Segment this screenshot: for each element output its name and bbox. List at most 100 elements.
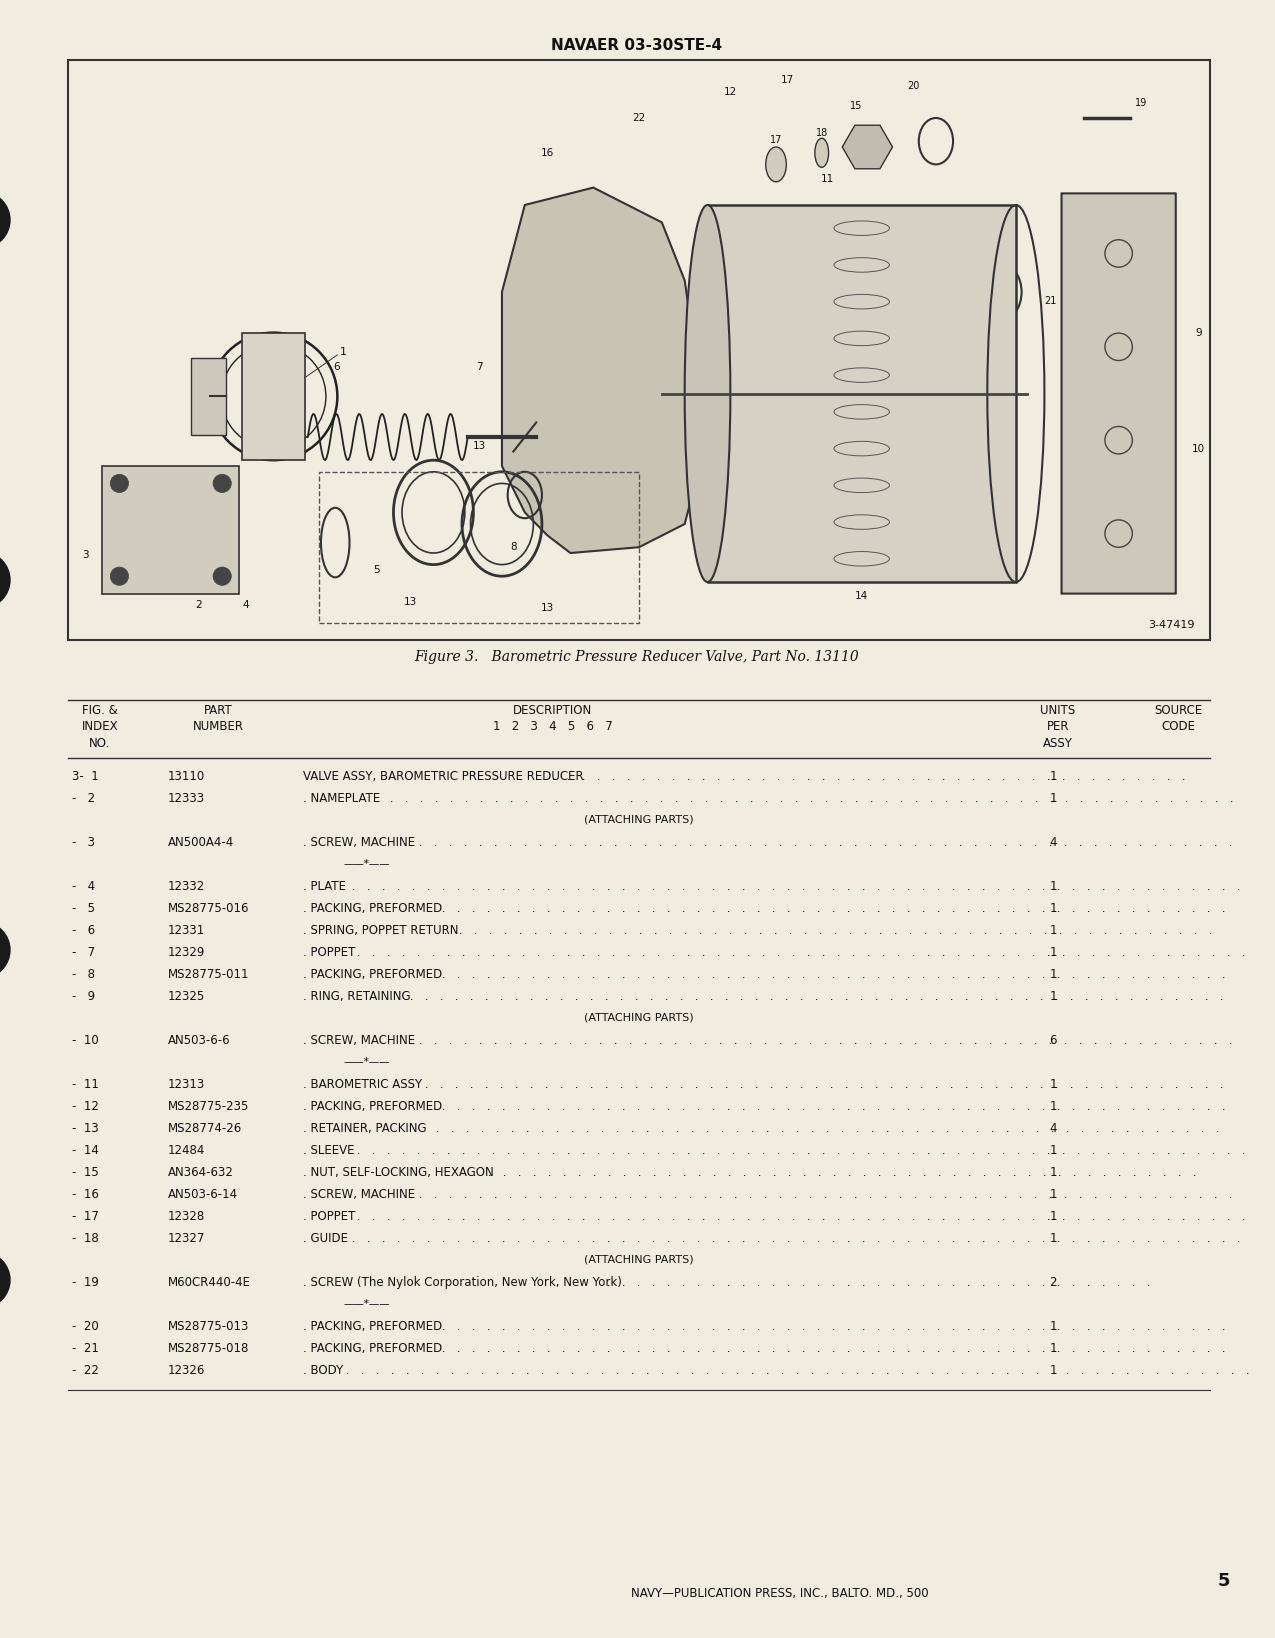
Circle shape <box>0 1251 10 1309</box>
Text: -   4: - 4 <box>71 880 96 893</box>
Text: 1: 1 <box>1049 1101 1057 1112</box>
Text: -  15: - 15 <box>71 1166 98 1179</box>
Text: 15: 15 <box>850 102 862 111</box>
Bar <box>242 333 306 460</box>
Text: 4: 4 <box>1049 835 1057 848</box>
Text: PART
NUMBER: PART NUMBER <box>193 704 244 734</box>
Polygon shape <box>843 124 892 169</box>
Text: . BAROMETRIC ASSY: . BAROMETRIC ASSY <box>303 1078 422 1091</box>
Text: -  18: - 18 <box>71 1232 98 1245</box>
Circle shape <box>110 567 129 585</box>
Text: .   .   .   .   .   .   .   .   .   .   .   .   .   .   .   .   .   .   .   .   : . . . . . . . . . . . . . . . . . . . . <box>423 968 1233 981</box>
Text: -   5: - 5 <box>71 903 96 916</box>
Text: DESCRIPTION
1   2   3   4   5   6   7: DESCRIPTION 1 2 3 4 5 6 7 <box>493 704 613 734</box>
Text: NAVAER 03-30STE-4: NAVAER 03-30STE-4 <box>551 38 723 52</box>
Text: .   .   .   .   .   .   .   .   .   .   .   .   .   .   .   .   .   .   .   .   : . . . . . . . . . . . . . . . . . . . . <box>353 1210 1253 1224</box>
Ellipse shape <box>815 138 829 167</box>
Text: 18: 18 <box>816 128 827 138</box>
Text: . POPPET: . POPPET <box>303 1210 356 1224</box>
Text: -  12: - 12 <box>71 1101 99 1112</box>
Text: 4: 4 <box>242 600 250 611</box>
Text: 2: 2 <box>1049 1276 1057 1289</box>
Text: MS28774-26: MS28774-26 <box>168 1122 242 1135</box>
Text: -   2: - 2 <box>71 793 96 804</box>
Text: NAVY—PUBLICATION PRESS, INC., BALTO. MD., 500: NAVY—PUBLICATION PRESS, INC., BALTO. MD.… <box>631 1587 928 1600</box>
Text: 21: 21 <box>1044 295 1056 306</box>
Text: .   .   .   .   .   .   .   .   .   .   .   .   .   .   .   .   .   .   .   .   : . . . . . . . . . . . . . . . . . . . . <box>533 770 1193 783</box>
Text: . SPRING, POPPET RETURN: . SPRING, POPPET RETURN <box>303 924 459 937</box>
Text: 12326: 12326 <box>168 1364 205 1378</box>
Text: .   .   .   .   .   .   .   .   .   .   .   .   .   .   .   .   .   .   .   .   : . . . . . . . . . . . . . . . . . . . . <box>342 1364 1257 1378</box>
Text: MS28775-235: MS28775-235 <box>168 1101 250 1112</box>
Text: -  13: - 13 <box>71 1122 98 1135</box>
Text: (ATTACHING PARTS): (ATTACHING PARTS) <box>584 1012 694 1022</box>
Text: .   .   .   .   .   .   .   .   .   .   .   .   .   .   .   .   .   .   .   .   : . . . . . . . . . . . . . . . . . . . . <box>440 924 1220 937</box>
Text: 12333: 12333 <box>168 793 205 804</box>
Text: .   .   .   .   .   .   .   .   .   .   .   .   .   .   .   .   .   .   .   .   : . . . . . . . . . . . . . . . . . . . . <box>348 880 1248 893</box>
Text: . PACKING, PREFORMED: . PACKING, PREFORMED <box>303 968 442 981</box>
Text: M60CR440-4E: M60CR440-4E <box>168 1276 251 1289</box>
Circle shape <box>213 567 231 585</box>
Text: 7: 7 <box>476 362 482 372</box>
Text: AN503-6-6: AN503-6-6 <box>168 1034 231 1047</box>
Bar <box>102 465 240 593</box>
Text: 10: 10 <box>1192 444 1205 454</box>
Text: .   .   .   .   .   .   .   .   .   .   .   .   .   .   .   .   .   .   .   .   : . . . . . . . . . . . . . . . . . . . . <box>400 1188 1239 1201</box>
Text: 1: 1 <box>340 347 347 357</box>
Text: -   9: - 9 <box>71 989 96 1002</box>
Text: 19: 19 <box>1135 98 1148 108</box>
Text: UNITS
PER
ASSY: UNITS PER ASSY <box>1040 704 1076 750</box>
Text: 14: 14 <box>856 591 868 601</box>
Text: . SCREW (The Nylok Corporation, New York, New York): . SCREW (The Nylok Corporation, New York… <box>303 1276 622 1289</box>
Text: .   .   .   .   .   .   .   .   .   .   .   .   .   .   .   .   .   .   .   .   : . . . . . . . . . . . . . . . . . . . . <box>405 989 1230 1002</box>
Text: -  10: - 10 <box>71 1034 98 1047</box>
Text: .   .   .   .   .   .   .   .   .   .   .   .   .   .   .   .   .   .   .   .   : . . . . . . . . . . . . . . . . . . . . <box>603 1276 1158 1289</box>
Text: 1: 1 <box>1049 1342 1057 1355</box>
Text: 17: 17 <box>780 75 794 85</box>
Text: .   .   .   .   .   .   .   .   .   .   .   .   .   .   .   .   .   .   .   .   : . . . . . . . . . . . . . . . . . . . . <box>417 1122 1228 1135</box>
FancyBboxPatch shape <box>1062 193 1176 593</box>
Text: . RETAINER, PACKING: . RETAINER, PACKING <box>303 1122 427 1135</box>
Text: MS28775-018: MS28775-018 <box>168 1342 250 1355</box>
Text: -  17: - 17 <box>71 1210 99 1224</box>
Text: 9: 9 <box>1195 328 1202 337</box>
Text: .   .   .   .   .   .   .   .   .   .   .   .   .   .   .   .   .   .   .   .   : . . . . . . . . . . . . . . . . . . . . <box>423 1101 1233 1112</box>
Text: 1: 1 <box>1049 1078 1057 1091</box>
Text: . RING, RETAINING: . RING, RETAINING <box>303 989 411 1002</box>
Text: .   .   .   .   .   .   .   .   .   .   .   .   .   .   .   .   .   .   .   .   : . . . . . . . . . . . . . . . . . . . . <box>423 1342 1233 1355</box>
Text: 5: 5 <box>1218 1572 1230 1590</box>
Text: Figure 3.   Barometric Pressure Reducer Valve, Part No. 13110: Figure 3. Barometric Pressure Reducer Va… <box>414 650 859 663</box>
Text: 12331: 12331 <box>168 924 205 937</box>
Circle shape <box>0 922 10 978</box>
Text: 1: 1 <box>1049 968 1057 981</box>
Text: 12: 12 <box>724 87 737 97</box>
Text: (ATTACHING PARTS): (ATTACHING PARTS) <box>584 1255 694 1265</box>
Text: 1: 1 <box>1049 903 1057 916</box>
Text: 13: 13 <box>404 598 417 608</box>
Text: 1: 1 <box>1049 947 1057 958</box>
Text: . PACKING, PREFORMED: . PACKING, PREFORMED <box>303 1101 442 1112</box>
Text: -  19: - 19 <box>71 1276 99 1289</box>
Text: . NAMEPLATE: . NAMEPLATE <box>303 793 380 804</box>
Bar <box>191 359 226 434</box>
Polygon shape <box>502 188 708 554</box>
Text: ——*——: ——*—— <box>343 858 390 868</box>
Text: 1: 1 <box>1049 1166 1057 1179</box>
Text: .   .   .   .   .   .   .   .   .   .   .   .   .   .   .   .   .   .   .   .   : . . . . . . . . . . . . . . . . . . . . <box>405 1078 1230 1091</box>
Text: 12313: 12313 <box>168 1078 205 1091</box>
Text: AN503-6-14: AN503-6-14 <box>168 1188 238 1201</box>
Text: 16: 16 <box>541 147 555 157</box>
Bar <box>68 61 1210 640</box>
Text: FIG. &
INDEX
NO.: FIG. & INDEX NO. <box>82 704 119 750</box>
Text: . GUIDE: . GUIDE <box>303 1232 348 1245</box>
Text: -  21: - 21 <box>71 1342 99 1355</box>
Text: . POPPET: . POPPET <box>303 947 356 958</box>
Text: 1: 1 <box>1049 1188 1057 1201</box>
Text: 8: 8 <box>510 542 516 552</box>
Text: . PACKING, PREFORMED: . PACKING, PREFORMED <box>303 903 442 916</box>
Text: 2: 2 <box>195 600 201 611</box>
Text: -  16: - 16 <box>71 1188 99 1201</box>
Text: .   .   .   .   .   .   .   .   .   .   .   .   .   .   .   .   .   .   .   .   : . . . . . . . . . . . . . . . . . . . . <box>423 903 1233 916</box>
Text: 1: 1 <box>1049 1320 1057 1333</box>
Text: -   7: - 7 <box>71 947 96 958</box>
